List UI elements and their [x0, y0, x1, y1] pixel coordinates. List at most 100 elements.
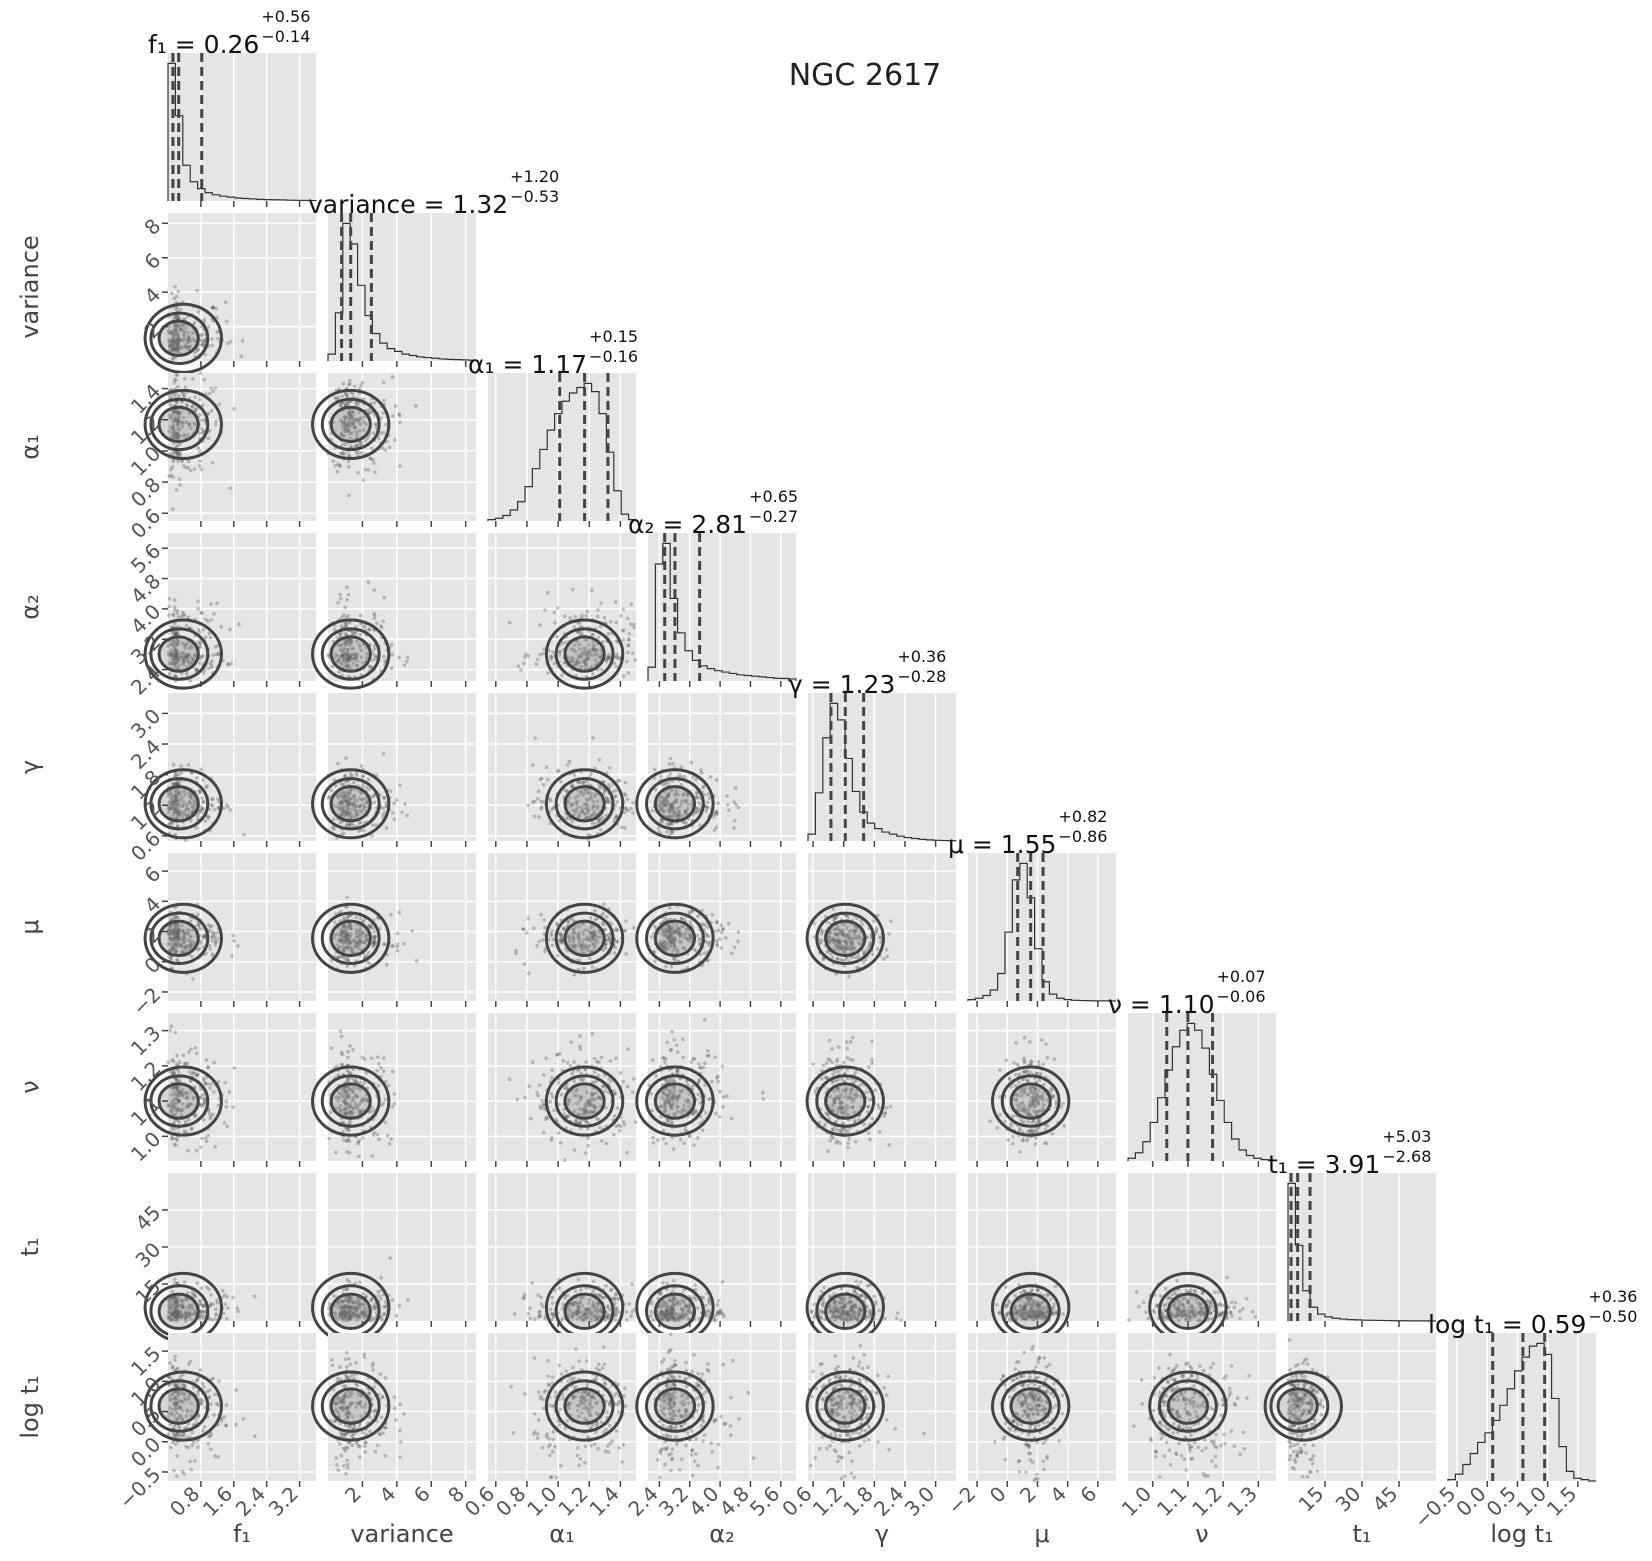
param-minus: −2.68 — [1382, 1147, 1432, 1166]
param-title-label: f₁ — [148, 30, 167, 59]
contour-0 — [805, 1065, 885, 1137]
contour-2 — [653, 785, 697, 823]
panel-alpha1-alpha1 — [487, 373, 637, 527]
contour-2 — [653, 919, 697, 957]
x-axis-label-nu: ν — [1195, 1520, 1209, 1548]
param-plus: +1.20 — [510, 167, 560, 186]
param-median: 1.23 — [839, 670, 896, 699]
panel-t1-t1 — [1287, 1173, 1436, 1327]
panel-variance-variance — [327, 213, 477, 367]
x-tick-label-f1: 0.8 — [165, 1482, 204, 1521]
y-axis-label-alpha2: α₂ — [16, 594, 44, 620]
y-tick-label-variance: 4 — [139, 283, 165, 309]
y-axis-label-variance: variance — [16, 235, 44, 339]
equals-sign: = — [654, 510, 692, 539]
param-errors: +0.82 −0.86 — [1058, 809, 1122, 853]
contour-1 — [320, 1074, 381, 1128]
contour-2 — [1166, 1292, 1210, 1331]
param-plus: +0.15 — [589, 327, 639, 346]
contour-1 — [554, 777, 615, 831]
x-tick-label-nu: 1.0 — [1117, 1482, 1156, 1521]
param-title-gamma: γ = 1.23 +0.36 −0.28 — [788, 649, 961, 699]
y-axis-label-gamma: γ — [16, 759, 44, 775]
contour-1 — [149, 911, 210, 965]
panel-bg — [648, 693, 796, 841]
contour-2 — [653, 1387, 697, 1425]
param-errors: +0.65 −0.27 — [749, 489, 813, 533]
contour-1 — [320, 911, 381, 965]
contour-2 — [329, 919, 372, 957]
contour-0 — [143, 768, 223, 840]
x-tick-label-f1: 1.6 — [198, 1482, 237, 1521]
contour-1 — [554, 1379, 615, 1433]
contour-2 — [563, 785, 606, 823]
param-median: 0.59 — [1530, 1310, 1587, 1339]
panel-t1-gamma — [805, 1173, 956, 1343]
x-tick-label-alpha1: 1.4 — [584, 1482, 623, 1521]
panel-alpha2-variance — [311, 533, 476, 690]
panel-nu-alpha2 — [635, 1013, 796, 1167]
contour-2 — [329, 785, 372, 823]
param-median: 1.55 — [1000, 830, 1057, 859]
panel-t1-alpha1 — [488, 1173, 636, 1343]
panel-bg — [328, 213, 476, 361]
x-tick-label-gamma: 3.0 — [900, 1482, 939, 1521]
x-axis-label-f1: f₁ — [232, 1520, 252, 1548]
scatter-points — [166, 1272, 257, 1323]
y-axis-label-t1: t₁ — [16, 1237, 44, 1257]
contour-2 — [157, 785, 200, 823]
x-tick-label-nu: 1.3 — [1222, 1482, 1261, 1521]
x-tick-label-nu: 1.1 — [1152, 1482, 1191, 1521]
contour-1 — [1000, 1074, 1061, 1128]
equals-sign: = — [494, 350, 532, 379]
panel-bg — [808, 1013, 956, 1161]
param-minus: −0.16 — [589, 347, 639, 366]
contour-1 — [815, 911, 876, 965]
contour-2 — [1166, 1387, 1210, 1425]
panel-logt1-f1 — [143, 1333, 316, 1487]
histogram-logt1 — [1447, 1342, 1596, 1482]
panel-alpha2-alpha1 — [488, 533, 638, 690]
panel-logt1-t1 — [1263, 1333, 1436, 1487]
contour-1 — [554, 627, 615, 681]
contour-0 — [990, 1065, 1071, 1137]
param-plus: +0.36 — [1588, 1287, 1638, 1306]
param-plus: +0.82 — [1058, 807, 1108, 826]
contour-2 — [824, 1292, 867, 1331]
x-axis-label-logt1: log t₁ — [1490, 1520, 1554, 1548]
panel-mu-gamma — [805, 853, 956, 1007]
panel-bg — [328, 693, 476, 841]
x-tick-label-alpha2: 5.6 — [745, 1482, 784, 1521]
param-title-alpha2: α₂ = 2.81 +0.65 −0.27 — [628, 489, 813, 539]
y-axis-label-alpha1: α₁ — [16, 434, 44, 460]
x-tick-label-nu: 1.2 — [1187, 1482, 1226, 1521]
x-axis-label-alpha2: α₂ — [709, 1520, 735, 1548]
panel-t1-nu — [1127, 1173, 1276, 1343]
param-title-mu: μ = 1.55 +0.82 −0.86 — [948, 809, 1122, 859]
panel-bg — [328, 373, 476, 521]
contour-0 — [544, 1370, 625, 1442]
param-title-label: variance — [308, 190, 416, 219]
histogram-f1 — [167, 62, 317, 202]
x-tick-label-t1: 45 — [1368, 1482, 1403, 1517]
panel-alpha2-f1 — [143, 533, 316, 690]
param-title-label: α₁ — [468, 350, 495, 379]
y-tick-label-logt1: −0.5 — [114, 1462, 165, 1513]
panel-logt1-alpha2 — [635, 1332, 796, 1487]
panel-t1-alpha2 — [635, 1173, 796, 1343]
equals-sign: = — [1493, 1310, 1531, 1339]
contour-2 — [653, 1292, 697, 1331]
param-plus: +0.56 — [261, 7, 311, 26]
y-axis-label-logt1: log t₁ — [16, 1375, 44, 1439]
y-tick-label-alpha1: 1.0 — [126, 441, 165, 480]
contour-1 — [149, 311, 210, 365]
contour-0 — [143, 1370, 223, 1442]
panel-bg — [488, 373, 636, 521]
contour-1 — [1269, 1379, 1330, 1433]
contour-2 — [653, 1082, 697, 1120]
panel-alpha2-alpha2 — [647, 533, 797, 687]
contour-2 — [329, 405, 372, 444]
x-axis-label-variance: variance — [350, 1520, 454, 1548]
contour-2 — [563, 635, 606, 673]
param-median: 3.91 — [1324, 1150, 1381, 1179]
